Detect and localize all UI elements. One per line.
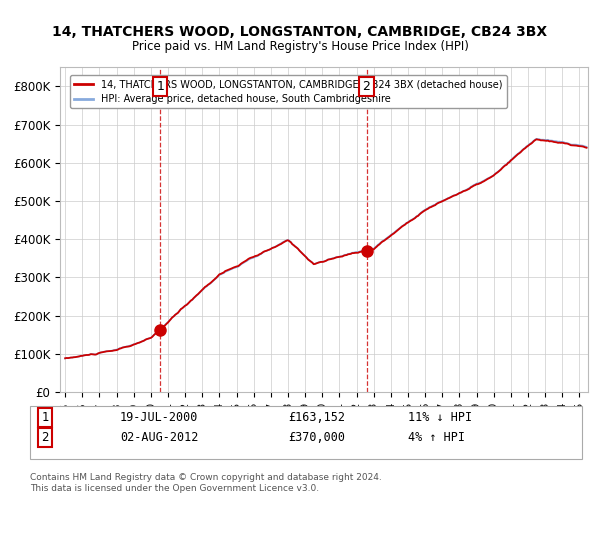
Text: 11% ↓ HPI: 11% ↓ HPI bbox=[408, 410, 472, 424]
Text: 2: 2 bbox=[362, 80, 370, 93]
Text: 4% ↑ HPI: 4% ↑ HPI bbox=[408, 431, 465, 445]
Text: 02-AUG-2012: 02-AUG-2012 bbox=[120, 431, 199, 445]
Text: 14, THATCHERS WOOD, LONGSTANTON, CAMBRIDGE, CB24 3BX: 14, THATCHERS WOOD, LONGSTANTON, CAMBRID… bbox=[52, 25, 548, 39]
Text: Price paid vs. HM Land Registry's House Price Index (HPI): Price paid vs. HM Land Registry's House … bbox=[131, 40, 469, 53]
Text: Contains HM Land Registry data © Crown copyright and database right 2024.
This d: Contains HM Land Registry data © Crown c… bbox=[30, 473, 382, 493]
Text: 1: 1 bbox=[156, 80, 164, 93]
Text: 1: 1 bbox=[41, 410, 49, 424]
Text: £163,152: £163,152 bbox=[288, 410, 345, 424]
Legend: 14, THATCHERS WOOD, LONGSTANTON, CAMBRIDGE, CB24 3BX (detached house), HPI: Aver: 14, THATCHERS WOOD, LONGSTANTON, CAMBRID… bbox=[70, 75, 506, 108]
Text: £370,000: £370,000 bbox=[288, 431, 345, 445]
Text: 2: 2 bbox=[41, 431, 49, 445]
Text: 19-JUL-2000: 19-JUL-2000 bbox=[120, 410, 199, 424]
